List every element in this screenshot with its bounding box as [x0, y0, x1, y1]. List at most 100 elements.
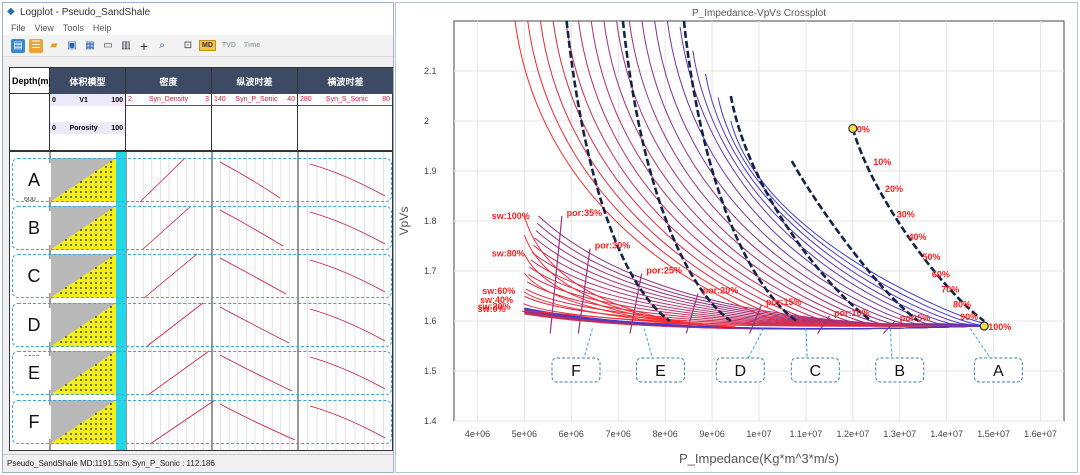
sand-dot: [70, 244, 72, 246]
por-label: por:30%: [595, 241, 631, 251]
sand-dot: [95, 176, 97, 178]
sand-dot: [100, 369, 102, 371]
porosity-label: 0%: [857, 125, 870, 135]
sand-dot: [90, 321, 92, 323]
time-mode-button[interactable]: Time: [243, 42, 261, 49]
sand-dot: [85, 277, 87, 279]
sand-dot: [105, 428, 107, 430]
sand-dot: [80, 229, 82, 231]
menu-tools[interactable]: Tools: [62, 23, 84, 33]
volume-track-header: 体积模型 0 V1 100 0 Porosity 100: [50, 68, 126, 152]
sand-dot: [75, 438, 77, 440]
sand-dot: [80, 423, 82, 425]
status-bar: Pseudo_SandShale MD:1191.53m Syn_P_Sonic…: [3, 454, 393, 472]
por-connector: [685, 293, 699, 334]
menu-file[interactable]: File: [11, 23, 26, 33]
sand-dot: [105, 214, 107, 216]
sand-dot: [90, 438, 92, 440]
sand-dot: [65, 287, 67, 289]
sand-dot: [65, 341, 67, 343]
sw-curve: [523, 215, 736, 328]
md-mode-button[interactable]: MD: [199, 40, 216, 51]
crosshair-icon[interactable]: +: [139, 37, 149, 54]
porosity-curve: [717, 97, 985, 327]
zone-b[interactable]: B: [12, 206, 392, 250]
menu-help[interactable]: Help: [92, 23, 112, 33]
p-sonic-track-header: 纵波时差 140 Syn_P_Sonic 40: [212, 68, 298, 152]
menu-view[interactable]: View: [34, 23, 54, 33]
sand-dot: [70, 336, 72, 338]
x-tick-label: 1.4e+07: [930, 429, 963, 439]
sand-dot: [110, 267, 112, 269]
sand-dot: [85, 389, 87, 391]
sand-dot: [95, 331, 97, 333]
crossplot-chart[interactable]: P_Impedance-VpVs Crossplot 4e+06 5e+06 6e+0…: [396, 3, 1079, 474]
tvd-mode-button[interactable]: TVD: [221, 42, 236, 49]
open-folder-icon[interactable]: ▰: [50, 40, 58, 51]
sand-fill: [50, 254, 116, 298]
sand-dot: [105, 326, 107, 328]
callout-label: B: [894, 363, 905, 380]
zone-e[interactable]: E: [12, 351, 392, 395]
s-sonic-curve: [309, 211, 386, 245]
sand-dot: [105, 341, 107, 343]
curve-porosity: 0 Porosity 100: [50, 122, 125, 134]
sand-dot: [85, 196, 87, 198]
y-tick-label: 1.5: [424, 366, 437, 376]
x-tick-label: 5e+06: [512, 429, 537, 439]
sand-dot: [100, 364, 102, 366]
zone-d[interactable]: D: [12, 303, 392, 347]
fit-icon[interactable]: ⊡: [183, 40, 193, 51]
sand-dot: [85, 287, 87, 289]
porosity-label: 50%: [923, 252, 941, 262]
sand-dot: [85, 433, 87, 435]
crossplot-panel: P_Impedance-VpVs Crossplot 4e+06 5e+06 6e+0…: [395, 2, 1078, 473]
curve-s-sonic-name: Syn_S_Sonic: [325, 96, 368, 103]
sw-label: sw:40%: [480, 295, 513, 305]
sand-dot: [75, 384, 77, 386]
por-connector: [629, 273, 643, 334]
sand-dot: [95, 321, 97, 323]
callout-label: F: [571, 363, 581, 380]
zone-a[interactable]: A: [12, 158, 392, 202]
sand-dot: [105, 191, 107, 193]
zone-e-label: E: [17, 356, 51, 390]
sand-dot: [110, 379, 112, 381]
sand-dot: [95, 282, 97, 284]
por-connector: [749, 304, 762, 334]
list-icon[interactable]: ☰: [29, 38, 43, 53]
sand-dot: [65, 384, 67, 386]
sand-dot: [105, 438, 107, 440]
zone-c-label: C: [17, 259, 51, 293]
zoom-icon[interactable]: ⌕: [159, 40, 165, 51]
sand-dot: [100, 181, 102, 183]
porosity-curve: [628, 20, 985, 327]
dashed-line: [682, 20, 798, 323]
sand-dot: [95, 374, 97, 376]
sand-dot: [100, 292, 102, 294]
sand-dot: [80, 384, 82, 386]
zone-c[interactable]: C: [12, 254, 392, 298]
film-icon[interactable]: ▥: [121, 40, 131, 51]
sand-dot: [105, 224, 107, 226]
y-tick-label: 2: [424, 116, 429, 126]
sand-dot: [100, 277, 102, 279]
save-icon[interactable]: ▣: [67, 40, 77, 51]
save-as-icon[interactable]: ▦: [85, 40, 95, 51]
sand-dot: [105, 408, 107, 410]
layout-icon[interactable]: ▤: [11, 38, 25, 53]
screenshot-icon[interactable]: ▭: [103, 40, 113, 51]
y-tick-label: 1.7: [424, 266, 437, 276]
sand-dot: [110, 282, 112, 284]
zone-f[interactable]: F: [12, 400, 392, 444]
sand-dot: [80, 428, 82, 430]
sand-dot: [95, 244, 97, 246]
sand-dot: [90, 224, 92, 226]
sand-dot: [65, 191, 67, 193]
sand-dot: [70, 341, 72, 343]
x-tick-label: 9e+06: [699, 429, 724, 439]
sand-dot: [80, 282, 82, 284]
sand-dot: [105, 364, 107, 366]
sand-dot: [105, 311, 107, 313]
